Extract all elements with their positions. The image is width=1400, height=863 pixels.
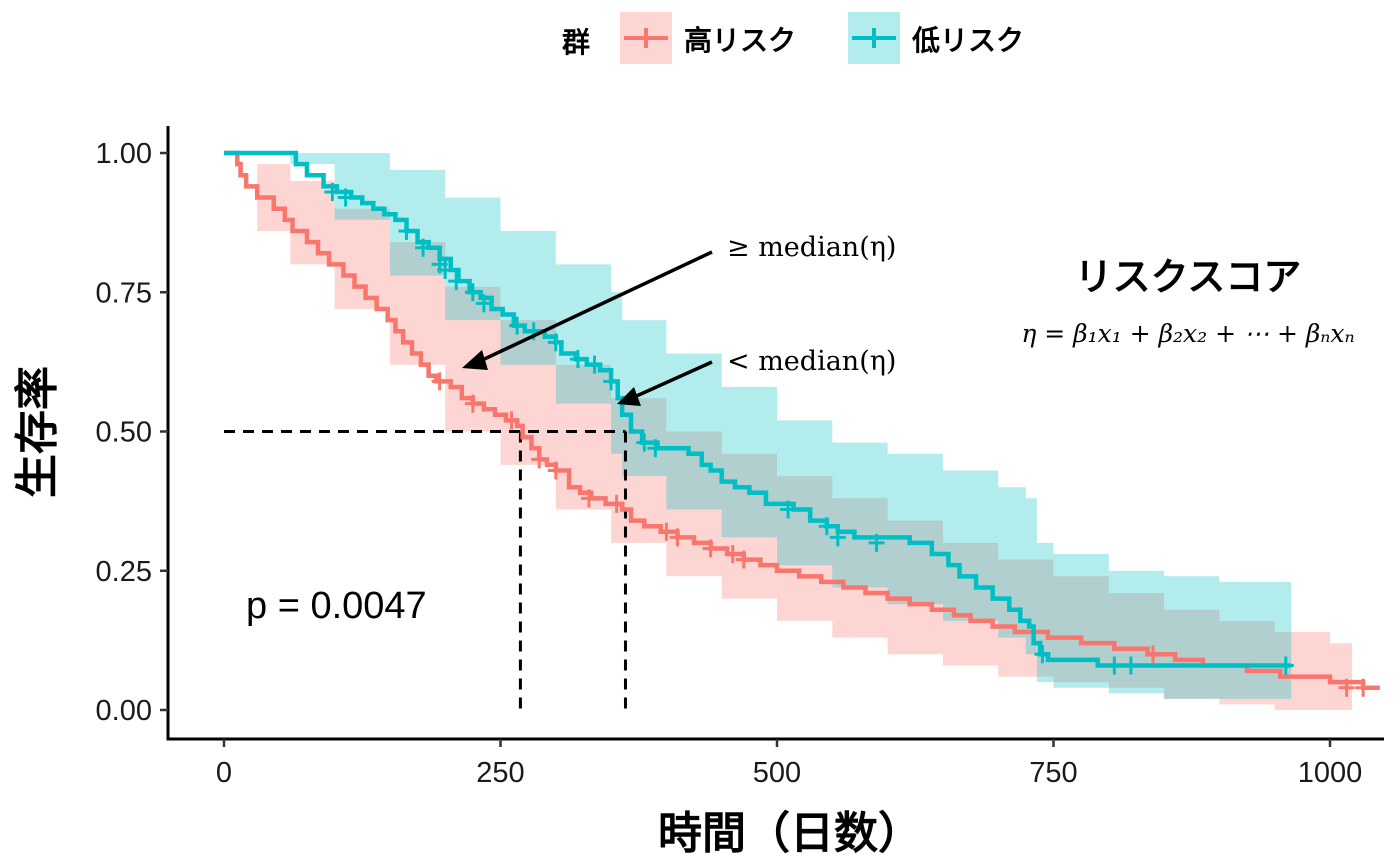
censor-mark-low: [437, 260, 454, 279]
censor-mark-high: [735, 550, 752, 569]
y-tick-label: 0.50: [96, 417, 152, 449]
censor-mark-low: [829, 528, 846, 547]
censor-mark-low: [337, 188, 354, 207]
survival-curve-low: [224, 150, 1292, 668]
annotation-high-arrowhead: [462, 350, 488, 370]
median-lines: [224, 430, 627, 710]
x-tick-label: 0: [216, 757, 232, 789]
legend-label-low: 低リスク: [911, 24, 1024, 57]
censor-mark-high: [608, 494, 625, 513]
censor-mark-high: [464, 394, 481, 413]
annotation-low-arrowhead: [617, 387, 641, 406]
legend-title: 群: [562, 26, 590, 59]
censor-mark-low: [818, 517, 835, 536]
survival-curves: [224, 150, 1380, 690]
y-axis-title: 生存率: [12, 366, 63, 498]
censor-mark-low: [1122, 656, 1139, 675]
risk-score-title: リスクスコア: [1075, 255, 1302, 299]
censor-mark-low: [569, 350, 586, 369]
censor-mark-low: [324, 182, 341, 201]
annotation-high-label: ≥ median(η): [727, 232, 896, 263]
annotations: ≥ median(η) < median(η) リスクスコア η = β₁x₁ …: [462, 232, 1355, 406]
censor-mark-low: [1034, 645, 1051, 664]
censor-mark-low: [780, 500, 797, 519]
censor-marks: [324, 182, 1372, 697]
censor-mark-high: [431, 372, 448, 391]
censor-mark-low: [415, 238, 432, 257]
survival-curve-high: [224, 150, 1380, 690]
x-axis-title: 時間（日数）: [658, 808, 922, 859]
legend-label-high: 高リスク: [684, 24, 796, 57]
censor-mark-high: [531, 450, 548, 469]
censor-mark-high: [1145, 645, 1162, 664]
annotation-low-label: < median(η): [727, 346, 896, 377]
x-tick-label: 500: [753, 757, 801, 789]
censor-mark-low: [398, 221, 415, 240]
censor-mark-low: [647, 439, 664, 458]
censor-mark-low: [475, 294, 492, 313]
censor-mark-high: [658, 522, 675, 541]
censor-mark-high: [547, 461, 564, 480]
x-tick-label: 250: [476, 757, 524, 789]
y-tick-label: 0.25: [96, 556, 152, 588]
confidence-band-high: [224, 153, 1353, 710]
y-tick-label: 0.75: [96, 277, 152, 309]
legend: 群 高リスク 低リスク: [562, 12, 1024, 64]
p-value: p = 0.0047: [246, 585, 427, 627]
censor-mark-low: [868, 533, 885, 552]
censor-mark-low: [464, 283, 481, 302]
x-tick-label: 1000: [1298, 757, 1363, 789]
censor-mark-high: [669, 528, 686, 547]
y-tick-label: 1.00: [96, 138, 152, 170]
x-tick-label: 750: [1029, 757, 1077, 789]
censor-mark-low: [547, 333, 564, 352]
censor-mark-low: [1277, 656, 1294, 675]
censor-mark-high: [503, 411, 520, 430]
censor-mark-low: [448, 272, 465, 291]
censor-mark-high: [580, 489, 597, 508]
confidence-band-low: [224, 153, 1292, 699]
risk-score-formula: η = β₁x₁ + β₂x₂ + ⋯ + βₙxₙ: [1021, 319, 1354, 348]
censor-mark-low: [586, 355, 603, 374]
censor-mark-high: [702, 539, 719, 558]
censor-mark-high: [1355, 678, 1372, 697]
x-ticks: 0 250 500 750 1000: [216, 739, 1362, 789]
censor-mark-low: [603, 372, 620, 391]
y-ticks: 0.00 0.25 0.50 0.75 1.00: [96, 138, 168, 727]
censor-mark-low: [509, 316, 526, 335]
censor-mark-high: [724, 545, 741, 564]
annotation-low-arrow: [631, 360, 713, 400]
censor-mark-low: [1106, 656, 1123, 675]
y-tick-label: 0.00: [96, 695, 152, 727]
censor-mark-low: [636, 433, 653, 452]
censor-mark-high: [1338, 678, 1355, 697]
confidence-bands: [224, 153, 1353, 710]
axes: 0.00 0.25 0.50 0.75 1.00 0 250 500 750 1000: [96, 126, 1384, 789]
annotation-high-arrow: [477, 250, 713, 364]
